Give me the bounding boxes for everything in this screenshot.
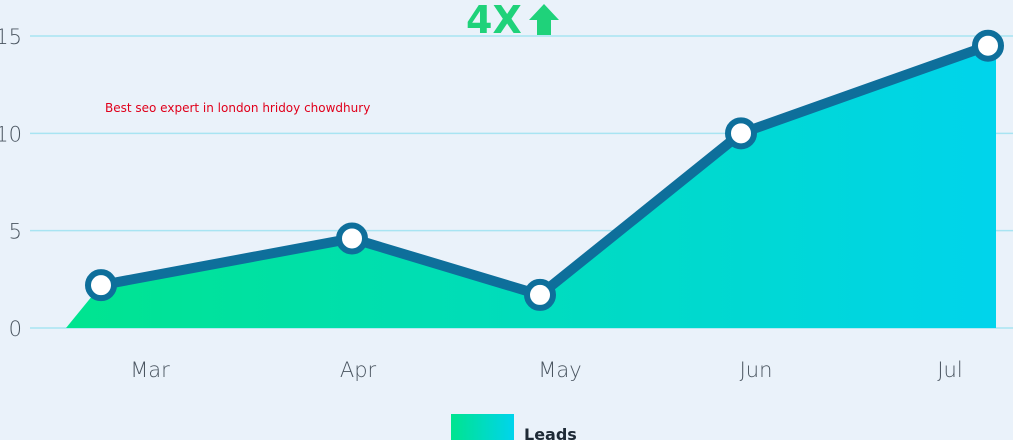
area-fill-leads [66, 45, 996, 328]
x-tick-label-jul: Jul [937, 358, 962, 382]
x-tick-label-jun: Jun [740, 358, 773, 382]
y-tick-label: 5 [9, 220, 22, 244]
legend-swatch-leads [451, 414, 514, 440]
y-tick-label: 10 [0, 122, 22, 146]
data-point-mar [85, 269, 117, 302]
headline-text: 4X [466, 0, 522, 42]
y-tick-label: 15 [0, 25, 22, 49]
x-tick-label-apr: Apr [340, 358, 377, 382]
up-arrow-icon [529, 4, 559, 35]
watermark-annotation: Best seo expert in london hridoy chowdhu… [105, 101, 370, 115]
y-tick-label: 0 [9, 317, 22, 341]
x-axis-tick-labels: Mar Apr May Jun Jul [130, 358, 962, 382]
data-point-apr [336, 222, 368, 255]
x-tick-label-mar: Mar [130, 358, 170, 382]
data-point-may [524, 278, 556, 311]
data-points [85, 29, 1004, 311]
legend-label-leads: Leads [524, 425, 577, 440]
y-axis-tick-labels: 0 5 10 15 [0, 25, 22, 341]
data-point-jun [725, 117, 757, 150]
x-tick-label-may: May [538, 358, 581, 382]
data-point-jul [972, 29, 1004, 62]
legend: Leads [451, 414, 577, 440]
